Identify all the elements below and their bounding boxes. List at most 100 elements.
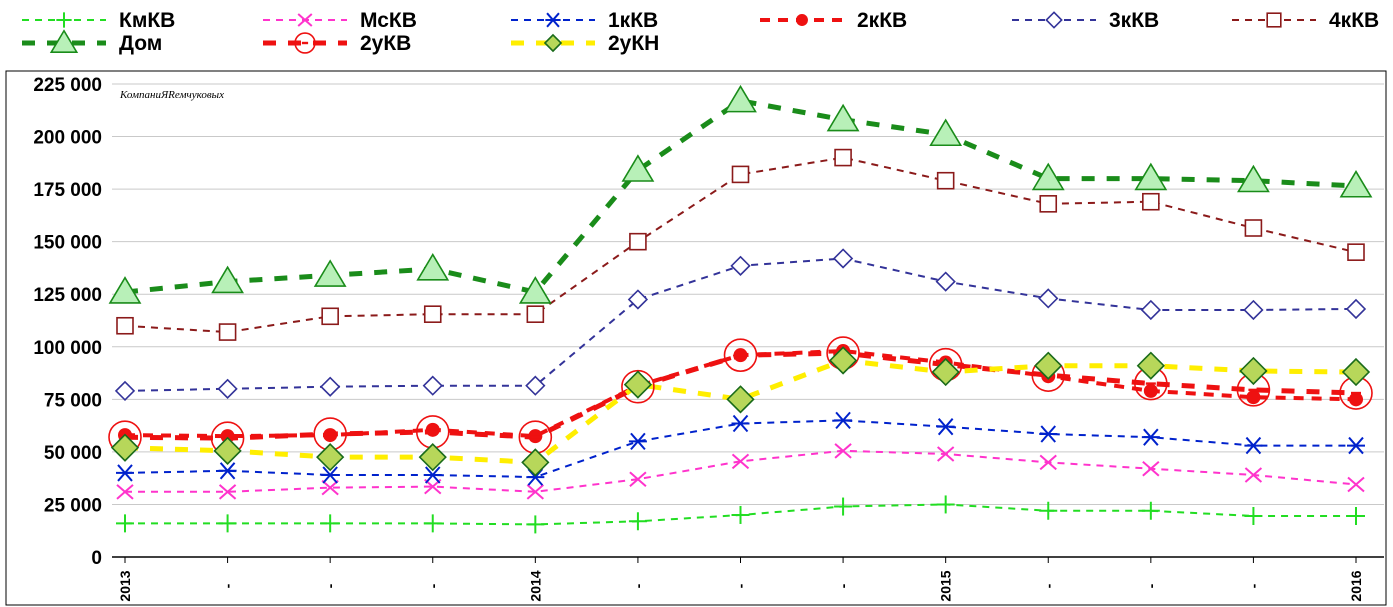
x-tick-label: - — [1245, 583, 1261, 588]
data-point — [1143, 383, 1158, 398]
data-point — [1266, 12, 1282, 28]
y-tick-label: 25 000 — [44, 495, 102, 516]
data-point — [543, 33, 563, 53]
data-point — [621, 154, 655, 182]
data-point — [731, 453, 750, 470]
data-point — [321, 514, 340, 533]
x-tick-label: - — [322, 583, 338, 588]
legend-label: КмКВ — [119, 9, 175, 32]
x-tick-label: - — [425, 583, 441, 588]
data-point — [828, 346, 858, 375]
data-point — [56, 12, 72, 28]
data-point — [935, 271, 956, 292]
data-point — [1347, 476, 1365, 493]
data-point — [628, 432, 647, 451]
data-point — [726, 385, 755, 414]
data-point — [321, 466, 340, 484]
data-point — [1341, 357, 1371, 387]
data-point — [218, 462, 237, 480]
data-point — [834, 148, 852, 167]
data-point — [116, 514, 134, 533]
legend-item: МсКВ — [263, 9, 417, 32]
data-point — [936, 418, 955, 436]
data-point — [1244, 219, 1263, 237]
data-point — [1038, 288, 1059, 309]
legend-label: 1кКВ — [608, 9, 658, 32]
legend-item: 2кКВ — [760, 9, 907, 32]
data-point — [1140, 299, 1161, 321]
x-tick-label: 2014 — [527, 570, 543, 601]
data-point — [116, 316, 134, 335]
data-point — [316, 443, 345, 472]
y-tick-label: 75 000 — [44, 390, 102, 411]
data-point — [114, 380, 136, 402]
data-point — [1347, 507, 1365, 526]
watermark-text: КомпаниЯRемчуковых — [119, 89, 224, 101]
data-point — [731, 505, 750, 524]
data-point — [1141, 501, 1160, 520]
x-tick-label: - — [630, 583, 646, 588]
y-axis: 0 25 000 50 000 75 000 100 000 125 000 150 000… — [33, 75, 1384, 569]
series-markers — [108, 84, 1373, 534]
x-axis: 2013 - - - 2014 - - - 2015 - - - 2016 — [117, 557, 1364, 602]
data-point — [526, 305, 545, 323]
data-point — [1347, 243, 1365, 261]
data-point — [936, 495, 955, 514]
data-point — [423, 466, 442, 484]
data-point — [521, 448, 550, 477]
data-point — [110, 433, 140, 462]
data-point — [931, 357, 960, 387]
data-point — [218, 323, 237, 341]
data-point — [834, 411, 853, 430]
data-point — [297, 13, 313, 27]
data-point — [294, 32, 316, 54]
x-tick-label: 2015 — [938, 570, 954, 601]
y-tick-label: 0 — [91, 548, 102, 569]
data-point — [1039, 195, 1058, 213]
data-point — [1246, 390, 1261, 405]
legend-item: 4кКВ — [1232, 9, 1379, 32]
data-point — [422, 375, 443, 396]
data-point — [218, 514, 237, 533]
data-point — [1244, 467, 1263, 483]
legend-label: Дом — [119, 32, 162, 55]
data-point — [525, 375, 546, 396]
x-tick-label: - — [1143, 583, 1159, 588]
data-point — [116, 464, 134, 482]
data-point — [1142, 192, 1160, 211]
legend-label: 2уКН — [608, 32, 659, 55]
data-point — [1045, 11, 1063, 29]
data-point — [220, 429, 235, 444]
legend: КмКВ МсКВ 1кКВ 2кКВ 3кКВ 4кКВ Дом 2уКВ 2уКН — [22, 9, 1379, 55]
legend-label: 2уКВ — [360, 32, 411, 55]
data-point — [1142, 460, 1160, 477]
legend-item: 2уКН — [511, 32, 659, 55]
data-point — [1039, 501, 1058, 520]
data-point — [211, 265, 244, 294]
y-tick-label: 50 000 — [44, 443, 102, 464]
legend-label: 3кКВ — [1109, 9, 1159, 32]
data-point — [1136, 351, 1165, 380]
y-tick-label: 125 000 — [33, 285, 102, 306]
y-tick-label: 150 000 — [33, 233, 102, 254]
legend-label: МсКВ — [360, 9, 417, 32]
data-point — [418, 443, 447, 472]
data-point — [929, 118, 963, 147]
x-tick-label: - — [835, 583, 851, 588]
data-point — [627, 289, 649, 310]
data-point — [731, 165, 750, 184]
data-point — [217, 378, 238, 399]
data-point — [1347, 436, 1365, 455]
data-point — [116, 484, 134, 500]
data-point — [724, 84, 757, 113]
data-point — [629, 232, 647, 251]
data-point — [832, 248, 854, 269]
x-tick-label: 2016 — [1348, 570, 1364, 601]
data-point — [416, 253, 450, 281]
data-point — [1034, 351, 1063, 380]
data-point — [545, 12, 561, 28]
legend-item: 1кКВ — [511, 9, 658, 32]
data-point — [731, 414, 750, 433]
data-point — [1244, 507, 1263, 526]
data-point — [936, 171, 955, 190]
